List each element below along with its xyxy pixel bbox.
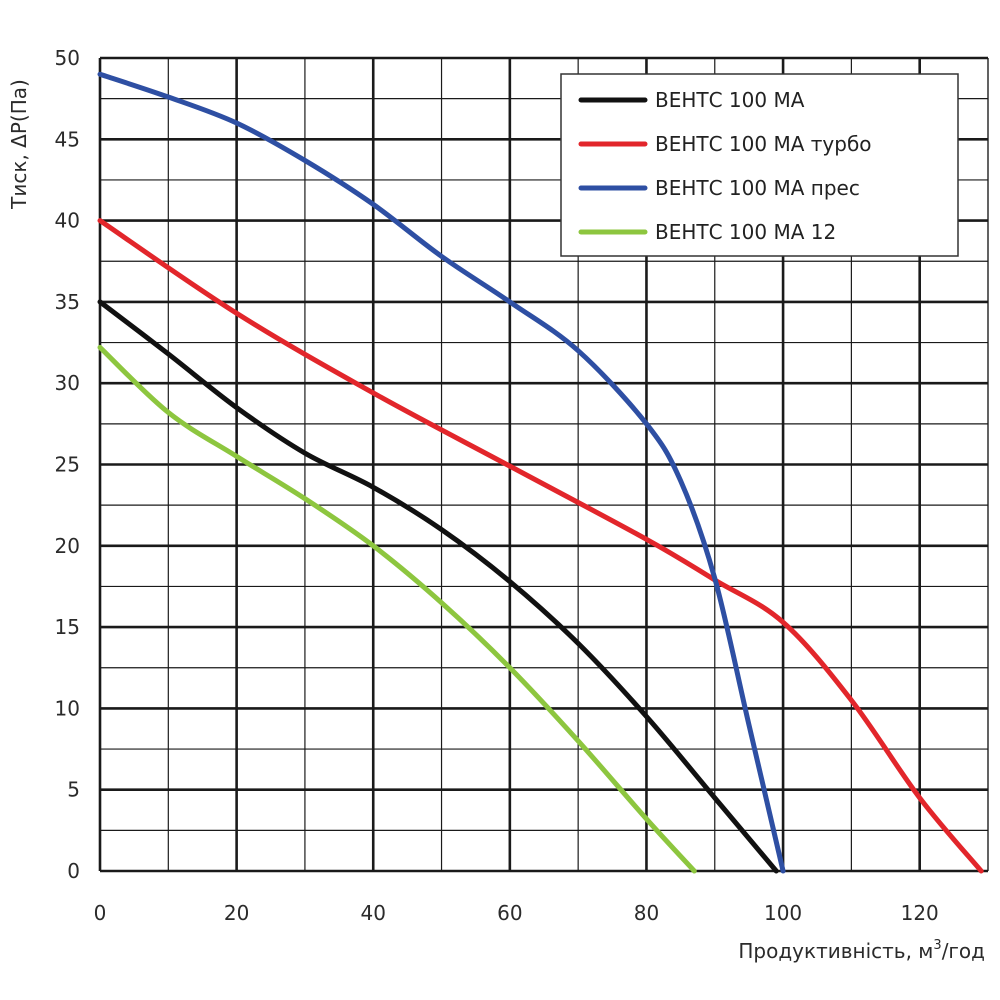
y-tick-label: 15 [55, 615, 80, 639]
series-line-3 [97, 71, 786, 874]
series-line-4 [97, 344, 697, 874]
x-tick-label: 40 [361, 901, 386, 925]
y-tick-label: 35 [55, 290, 80, 314]
series-line-1 [97, 299, 779, 874]
x-tick-label: 80 [634, 901, 659, 925]
legend: ВЕНТС 100 МА ВЕНТС 100 МА турбо ВЕНТС 100 … [560, 73, 959, 257]
x-axis-title-sup: 3 [933, 938, 941, 953]
y-tick-label: 40 [55, 209, 80, 233]
x-tick-label: 120 [901, 901, 939, 925]
x-axis-title-suffix: /год [942, 939, 985, 963]
x-tick-label: 60 [497, 901, 522, 925]
legend-label: ВЕНТС 100 МА 12 [655, 220, 836, 244]
y-tick-label: 50 [55, 46, 80, 70]
x-tick-label: 100 [764, 901, 802, 925]
chart-tick-labels: 0 20 40 60 80 100 120 0 5 10 15 20 25 30 35 40 45 50 [55, 46, 939, 925]
y-tick-label: 5 [67, 778, 80, 802]
x-tick-label: 0 [94, 901, 107, 925]
x-axis-title-main: Продуктивність, м [738, 939, 933, 963]
legend-label: ВЕНТС 100 МА турбо [655, 132, 872, 156]
y-tick-label: 25 [55, 453, 80, 477]
chart-series [97, 71, 984, 874]
y-tick-label: 20 [55, 534, 80, 558]
y-tick-label: 10 [55, 696, 80, 720]
legend-label: ВЕНТС 100 МА прес [655, 176, 860, 200]
x-axis-title: Продуктивність, м3/год [738, 938, 985, 963]
legend-box [560, 73, 959, 257]
series-line-2 [97, 218, 984, 874]
y-axis-title: Тиск, ΔР(Па) [7, 79, 31, 210]
x-tick-label: 20 [224, 901, 249, 925]
legend-label: ВЕНТС 100 МА [655, 88, 805, 112]
y-tick-label: 0 [67, 859, 80, 883]
y-tick-label: 45 [55, 127, 80, 151]
y-tick-label: 30 [55, 371, 80, 395]
